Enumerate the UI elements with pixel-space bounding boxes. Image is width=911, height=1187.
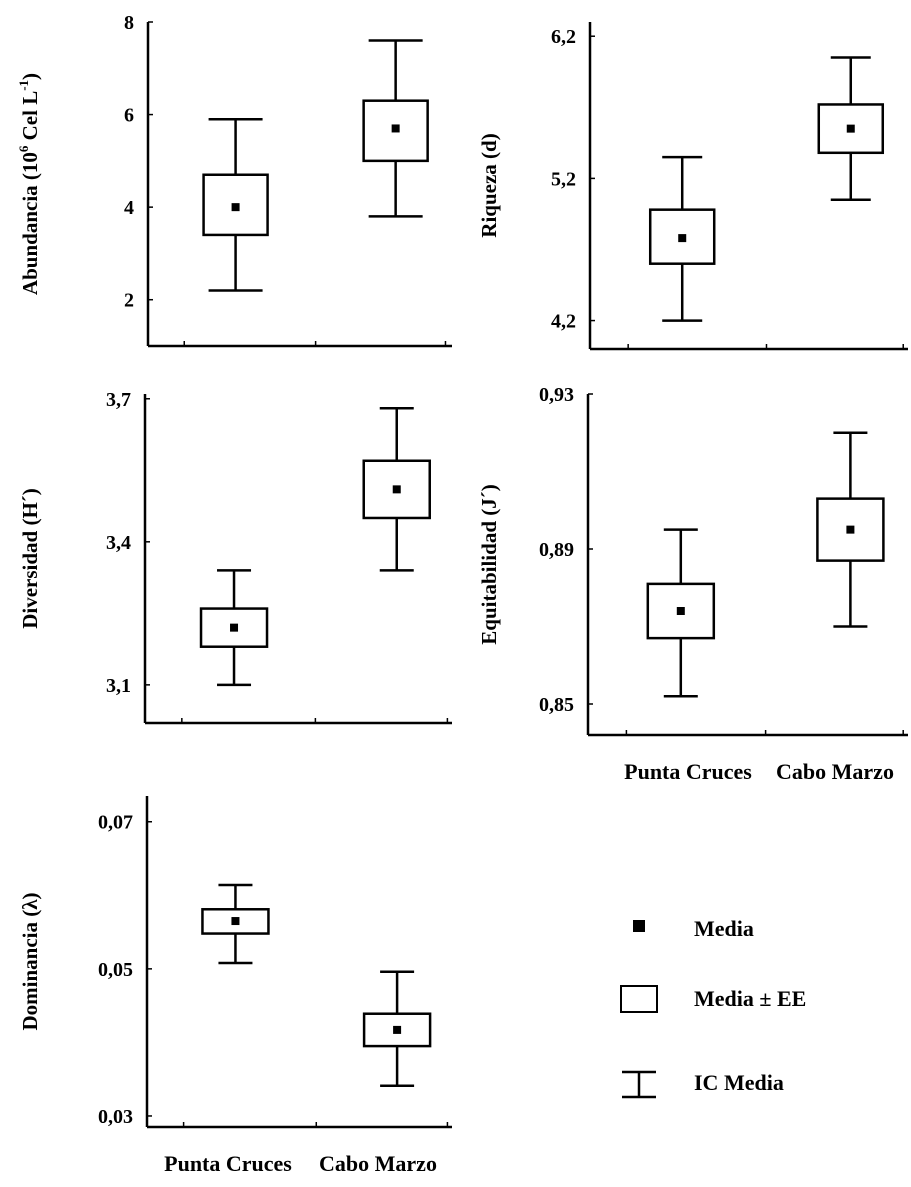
y-tick-label: 3,7 [106, 389, 131, 411]
y-tick-label: 2 [124, 290, 134, 312]
mean-point [391, 124, 400, 133]
chart-panel-1: 8 6 4 2 Abundancia (106 Cel L-1) [16, 12, 452, 348]
x-category-label: Punta Cruces [624, 759, 752, 784]
box-punta-cruces [201, 883, 270, 965]
chart-panel-2: 6,2 5,2 4,2 Riqueza (d) [477, 22, 908, 351]
y-tick-label: 6,2 [551, 26, 576, 48]
box-punta-cruces [202, 117, 269, 292]
box-punta-cruces [199, 569, 269, 687]
y-tick-label: 0,03 [98, 1106, 133, 1128]
mean-point [231, 917, 240, 926]
x-category-label: Cabo Marzo [776, 759, 894, 784]
box-punta-cruces [646, 528, 716, 698]
box-cabo-marzo [817, 56, 885, 201]
mean-point [393, 1025, 402, 1034]
legend-label-ci: IC Media [694, 1070, 784, 1095]
legend: Media Media ± EE IC Media [620, 916, 806, 1099]
chart-panel-3: 3,7 3,4 3,1 Diversidad (H´) [18, 389, 452, 725]
y-tick-label: 4,2 [551, 311, 576, 333]
y-tick-label: 0,93 [539, 384, 574, 406]
chart-panel-4: 0,93 0,89 0,85 Equitabilidad (J´) Punta Cruc… [477, 384, 908, 784]
y-axis-label: Equitabilidad (J´) [477, 484, 501, 644]
mean-point [846, 525, 855, 534]
mean-point [846, 124, 855, 133]
box-cabo-marzo [362, 39, 429, 218]
legend-label-mean: Media [694, 916, 754, 941]
mean-point [678, 234, 687, 243]
y-axis-label: Abundancia (106 Cel L-1) [16, 73, 42, 295]
y-axis-label: Diversidad (H´) [18, 488, 42, 629]
x-category-label: Cabo Marzo [319, 1151, 437, 1176]
mean-point [231, 203, 240, 212]
box-cabo-marzo [362, 970, 432, 1088]
mean-point [230, 623, 239, 632]
y-tick-label: 4 [124, 197, 134, 219]
y-tick-label: 0,07 [98, 812, 133, 834]
y-axis-label: Dominancia (λ) [18, 892, 42, 1030]
box-cabo-marzo [362, 407, 431, 572]
y-tick-label: 5,2 [551, 168, 576, 190]
y-tick-label: 3,4 [106, 532, 131, 554]
mean-point [676, 607, 685, 615]
box-punta-cruces [648, 155, 716, 322]
mean-point [392, 485, 401, 494]
y-tick-label: 0,85 [539, 694, 574, 716]
y-tick-label: 6 [124, 105, 134, 127]
box-cabo-marzo [816, 431, 885, 628]
chart-panel-5: 0,07 0,05 0,03 Dominancia (λ) Punta Cruces Ca… [18, 796, 452, 1176]
y-tick-label: 3,1 [106, 675, 131, 697]
y-tick-label: 0,05 [98, 959, 133, 981]
legend-mean-marker [633, 920, 645, 932]
legend-label-se: Media ± EE [694, 986, 806, 1011]
y-axis-label: Riqueza (d) [477, 133, 501, 237]
x-category-label: Punta Cruces [164, 1151, 292, 1176]
legend-box-marker [620, 985, 658, 1013]
y-tick-label: 8 [124, 12, 134, 34]
y-tick-label: 0,89 [539, 539, 574, 561]
